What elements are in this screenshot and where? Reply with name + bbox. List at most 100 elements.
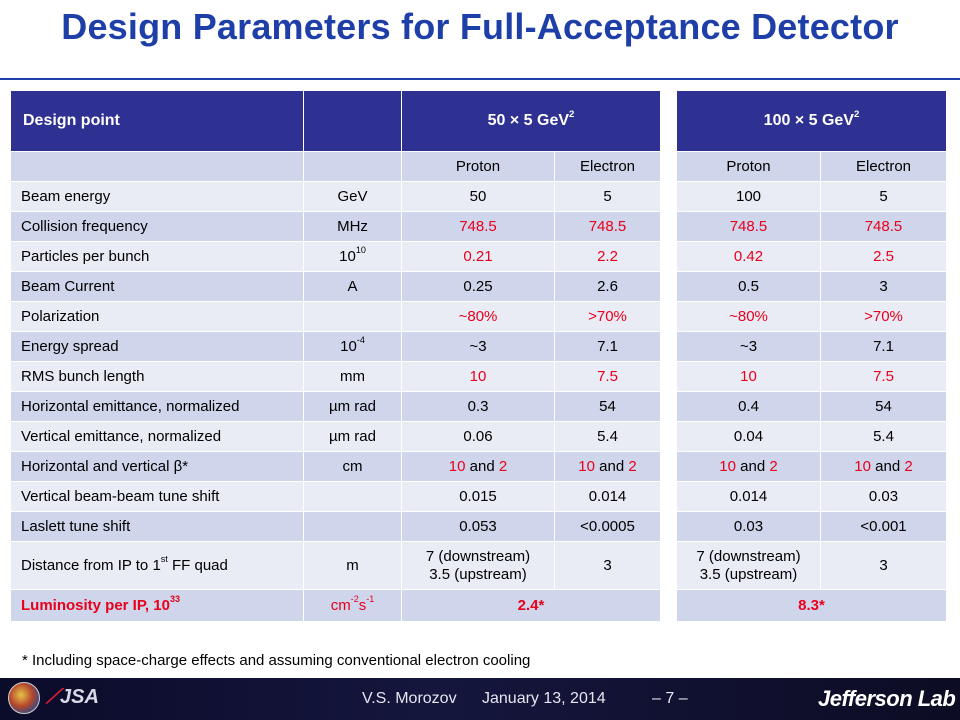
jsa-logo: ⟋JSA — [46, 686, 99, 708]
table-row: Horizontal emittance, normalized µm rad … — [10, 391, 661, 422]
cell-value: 3 — [820, 541, 947, 590]
cell-value: 7.5 — [820, 361, 947, 392]
cell-value: 5 — [820, 181, 947, 212]
table-row: 0.42 2.5 — [676, 241, 947, 272]
table-row: 0.5 3 — [676, 271, 947, 302]
cell-value: 0.03 — [676, 511, 821, 542]
row-label: Laslett tune shift — [10, 511, 304, 542]
cell-value: 0.06 — [401, 421, 555, 452]
row-label: Energy spread — [10, 331, 304, 362]
cell-value: 54 — [554, 391, 661, 422]
row-unit: MHz — [303, 211, 402, 242]
cell-value: 10 and 2 — [676, 451, 821, 482]
cell-value: 10 — [401, 361, 555, 392]
footnote: * Including space-charge effects and ass… — [22, 652, 531, 669]
empty-cell — [303, 151, 402, 182]
parameters-table-100x5: 100 × 5 GeV2 Proton Electron 100 5 748.5… — [676, 90, 947, 622]
jefferson-lab-logo: Jefferson Lab — [818, 686, 956, 711]
cell-value: 0.4 — [676, 391, 821, 422]
table-subheader-row: Proton Electron — [676, 151, 947, 182]
cell-value: 2.6 — [554, 271, 661, 302]
cell-value: ~80% — [676, 301, 821, 332]
table-row: 0.014 0.03 — [676, 481, 947, 512]
cell-value: 2.2 — [554, 241, 661, 272]
cell-value: ~3 — [401, 331, 555, 362]
table-row: 100 5 — [676, 181, 947, 212]
row-unit: GeV — [303, 181, 402, 212]
footer-date: January 13, 2014 — [482, 690, 606, 707]
cell-value: 748.5 — [676, 211, 821, 242]
table-row: RMS bunch length mm 10 7.5 — [10, 361, 661, 392]
row-label: Particles per bunch — [10, 241, 304, 272]
cell-value: ~3 — [676, 331, 821, 362]
cell-value: 7 (downstream) 3.5 (upstream) — [401, 541, 555, 590]
cell-value: 0.014 — [676, 481, 821, 512]
cell-value: 7.1 — [820, 331, 947, 362]
table-row: 0.04 5.4 — [676, 421, 947, 452]
cell-value: 0.03 — [820, 481, 947, 512]
cell-value: 10 and 2 — [401, 451, 555, 482]
table-row: 7 (downstream) 3.5 (upstream) 3 — [676, 541, 947, 590]
doe-seal-logo — [8, 682, 40, 714]
row-unit: m — [303, 541, 402, 590]
table-row: ~80% >70% — [676, 301, 947, 332]
table-row: ~3 7.1 — [676, 331, 947, 362]
table-row: 748.5 748.5 — [676, 211, 947, 242]
unit-header — [303, 90, 402, 152]
cell-value: 3 — [554, 541, 661, 590]
row-unit — [303, 481, 402, 512]
table-row: Energy spread 10-4 ~3 7.1 — [10, 331, 661, 362]
table-header-row: 100 × 5 GeV2 — [676, 90, 947, 152]
cell-value: <0.001 — [820, 511, 947, 542]
table-row: 0.4 54 — [676, 391, 947, 422]
row-label: Collision frequency — [10, 211, 304, 242]
cell-value: 0.3 — [401, 391, 555, 422]
cell-value: 5 — [554, 181, 661, 212]
cell-value: >70% — [820, 301, 947, 332]
row-label: Horizontal and vertical β* — [10, 451, 304, 482]
cell-value: 748.5 — [401, 211, 555, 242]
cell-value: 7 (downstream) 3.5 (upstream) — [676, 541, 821, 590]
row-unit: A — [303, 271, 402, 302]
footer-bar — [0, 678, 960, 720]
table-row: Beam Current A 0.25 2.6 — [10, 271, 661, 302]
row-label: Horizontal emittance, normalized — [10, 391, 304, 422]
table-header-row: Design point 50 × 5 GeV2 — [10, 90, 661, 152]
table-row: Distance from IP to 1st FF quad m 7 (dow… — [10, 541, 661, 590]
luminosity-value: 8.3* — [676, 589, 947, 622]
cell-value: 5.4 — [554, 421, 661, 452]
row-unit: mm — [303, 361, 402, 392]
cell-value: 10 and 2 — [554, 451, 661, 482]
table-subheader-row: Proton Electron — [10, 151, 661, 182]
row-unit — [303, 511, 402, 542]
cell-value: 0.25 — [401, 271, 555, 302]
cell-value: 7.1 — [554, 331, 661, 362]
cell-value: 100 — [676, 181, 821, 212]
subheader-proton: Proton — [401, 151, 555, 182]
row-unit: µm rad — [303, 421, 402, 452]
table-row: Collision frequency MHz 748.5 748.5 — [10, 211, 661, 242]
cell-value: 54 — [820, 391, 947, 422]
row-label: Luminosity per IP, 1033 — [10, 589, 304, 622]
title-divider — [0, 78, 960, 80]
cell-value: 748.5 — [820, 211, 947, 242]
group-header-50x5: 50 × 5 GeV2 — [401, 90, 661, 152]
cell-value: 0.015 — [401, 481, 555, 512]
parameters-table-50x5: Design point 50 × 5 GeV2 Proton Electron… — [10, 90, 661, 622]
table-row-luminosity: Luminosity per IP, 1033 cm-2s-1 2.4* — [10, 589, 661, 622]
cell-value: <0.0005 — [554, 511, 661, 542]
row-label: Distance from IP to 1st FF quad — [10, 541, 304, 590]
design-point-header: Design point — [10, 90, 304, 152]
row-label: Beam energy — [10, 181, 304, 212]
row-label: RMS bunch length — [10, 361, 304, 392]
cell-value: 0.42 — [676, 241, 821, 272]
row-unit: µm rad — [303, 391, 402, 422]
row-unit: 10-4 — [303, 331, 402, 362]
row-unit: cm-2s-1 — [303, 589, 402, 622]
cell-value: 748.5 — [554, 211, 661, 242]
subheader-electron: Electron — [554, 151, 661, 182]
row-unit — [303, 301, 402, 332]
cell-value: 10 and 2 — [820, 451, 947, 482]
cell-value: 2.5 — [820, 241, 947, 272]
cell-value: 0.5 — [676, 271, 821, 302]
